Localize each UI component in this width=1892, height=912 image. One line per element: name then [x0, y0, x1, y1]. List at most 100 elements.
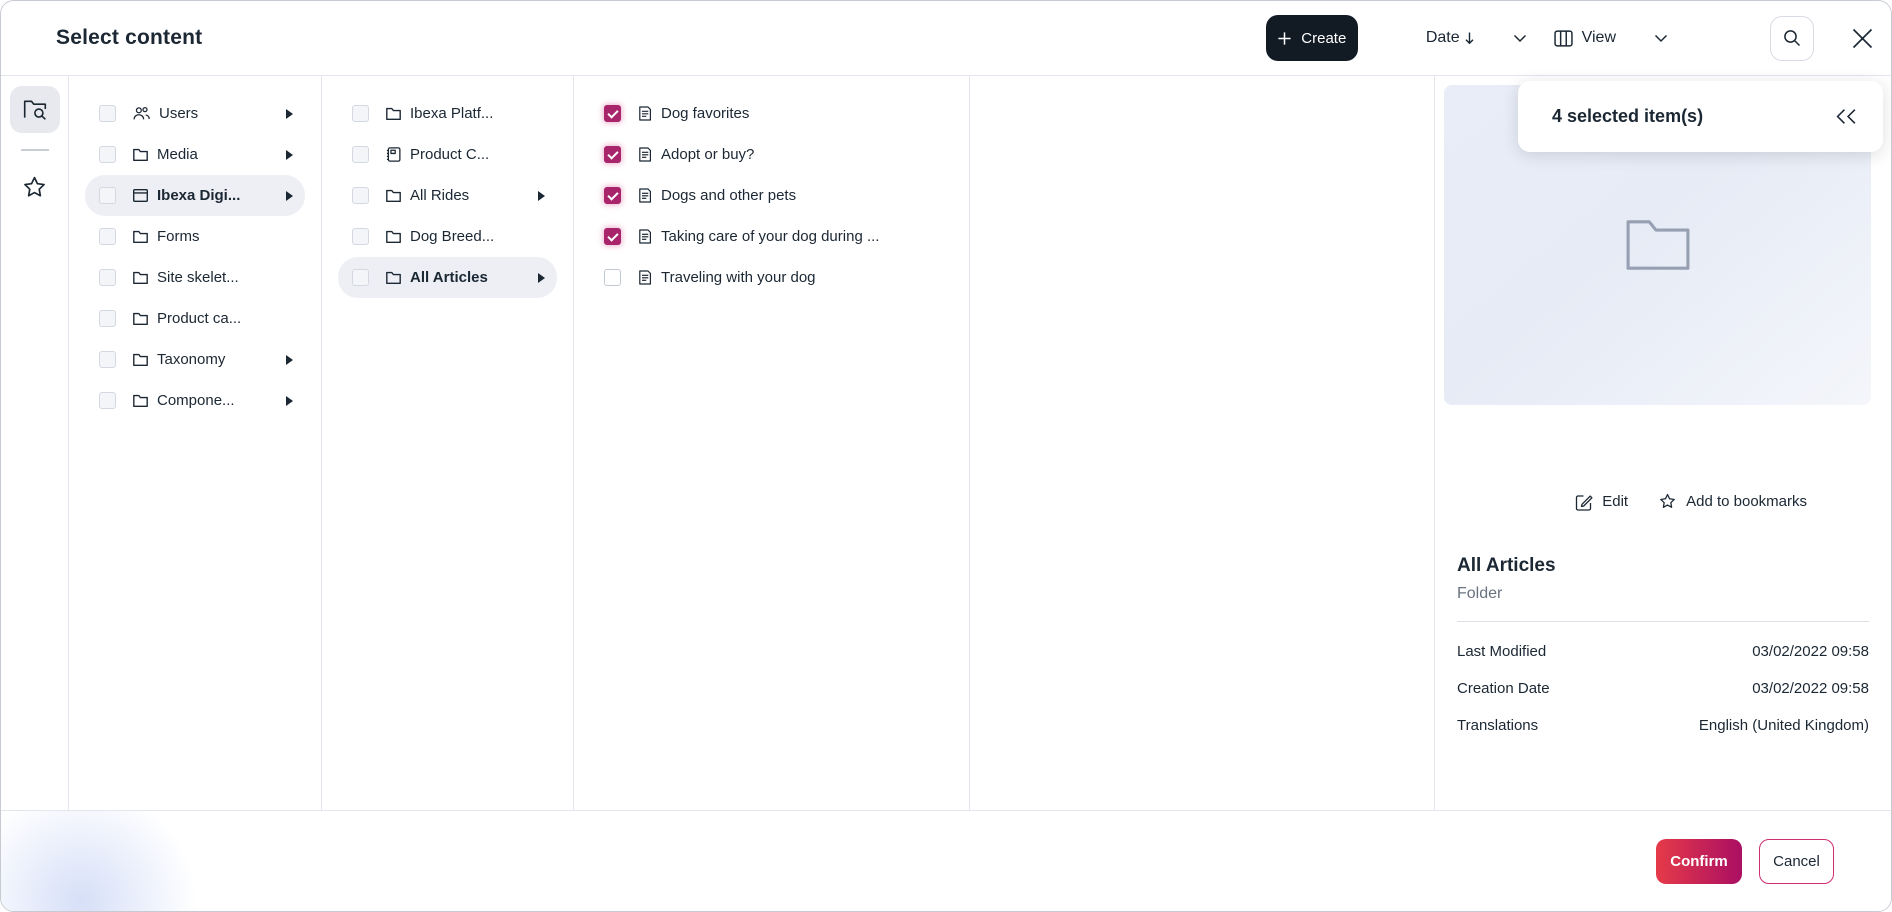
item-checkbox[interactable]	[99, 105, 116, 122]
metadata-row: Translations English (United Kingdom)	[1457, 707, 1869, 744]
list-item[interactable]: Users	[85, 93, 305, 134]
folder-icon	[132, 269, 149, 286]
users-icon	[132, 105, 151, 122]
item-checkbox[interactable]	[352, 146, 369, 163]
metadata-label: Last Modified	[1457, 643, 1547, 660]
expand-arrow-icon	[286, 108, 293, 119]
list-item[interactable]: Taxonomy	[85, 339, 305, 380]
list-item[interactable]: All Articles	[338, 257, 557, 298]
close-button[interactable]	[1843, 19, 1881, 57]
view-switcher-dropdown[interactable]: View	[1553, 29, 1668, 47]
modal-header: Select content Create Date	[1, 1, 1891, 76]
list-item-label: Dog favorites	[661, 105, 750, 122]
page-title: Select content	[56, 26, 203, 49]
item-checkbox[interactable]	[604, 228, 621, 245]
list-item-label: Dogs and other pets	[661, 187, 797, 204]
content-browser: Users Media Ibexa Digi... Forms Site ske…	[1, 76, 1891, 810]
item-checkbox[interactable]	[99, 392, 116, 409]
list-item[interactable]: Compone...	[85, 380, 305, 421]
list-item[interactable]: Dog favorites	[590, 93, 953, 134]
list-item-label: Taxonomy	[157, 351, 226, 368]
bookmarks-star-icon	[21, 174, 48, 201]
list-item-label: Compone...	[157, 392, 235, 409]
item-checkbox[interactable]	[604, 269, 621, 286]
list-item[interactable]: Ibexa Digi...	[85, 175, 305, 216]
chevron-down-icon	[1513, 34, 1527, 43]
create-button[interactable]: Create	[1265, 15, 1358, 61]
metadata-value: 03/02/2022 09:58	[1752, 680, 1869, 697]
item-checkbox[interactable]	[604, 146, 621, 163]
list-item[interactable]: Site skelet...	[85, 257, 305, 298]
list-item-label: Product C...	[410, 146, 490, 163]
item-checkbox[interactable]	[99, 187, 116, 204]
search-button[interactable]	[1770, 15, 1814, 61]
view-dropdown-label: View	[1581, 29, 1616, 46]
item-checkbox[interactable]	[99, 146, 116, 163]
chevron-down-icon	[1654, 34, 1668, 43]
item-type-label: Folder	[1457, 585, 1503, 602]
left-icon-rail	[1, 76, 69, 810]
list-item-label: Traveling with your dog	[661, 269, 816, 286]
item-checkbox[interactable]	[99, 228, 116, 245]
expand-arrow-icon	[286, 354, 293, 365]
item-checkbox[interactable]	[352, 228, 369, 245]
list-item[interactable]: Dog Breed...	[338, 216, 557, 257]
item-checkbox[interactable]	[99, 351, 116, 368]
item-checkbox[interactable]	[604, 187, 621, 204]
list-item[interactable]: Adopt or buy?	[590, 134, 953, 175]
metadata-label: Creation Date	[1457, 680, 1550, 697]
sort-dropdown[interactable]: Date	[1426, 29, 1527, 47]
article-icon	[637, 105, 653, 122]
item-checkbox[interactable]	[99, 310, 116, 327]
browser-column-1: Users Media Ibexa Digi... Forms Site ske…	[69, 76, 322, 810]
article-icon	[637, 269, 653, 286]
list-item[interactable]: Taking care of your dog during ...	[590, 216, 953, 257]
collapse-panel-button[interactable]	[1835, 108, 1858, 125]
item-metadata: Last Modified 03/02/2022 09:58 Creation …	[1457, 633, 1869, 744]
details-panel: 4 selected item(s) Edit	[1435, 76, 1891, 810]
metadata-value: 03/02/2022 09:58	[1752, 643, 1869, 660]
list-item[interactable]: Traveling with your dog	[590, 257, 953, 298]
item-checkbox[interactable]	[604, 105, 621, 122]
folder-icon	[132, 351, 149, 368]
edit-button-label: Edit	[1602, 493, 1629, 510]
expand-arrow-icon	[286, 395, 293, 406]
folder-icon	[385, 105, 402, 122]
folder-icon	[132, 228, 149, 245]
panel-divider	[1457, 621, 1869, 622]
bookmarks-tab[interactable]	[10, 164, 60, 211]
list-item-label: All Rides	[410, 187, 470, 204]
selected-count-label: 4 selected item(s)	[1552, 106, 1704, 126]
cancel-button[interactable]: Cancel	[1759, 838, 1834, 884]
folder-icon	[385, 269, 402, 286]
folder-icon	[132, 146, 149, 163]
catalog-icon	[385, 146, 402, 163]
expand-arrow-icon	[538, 272, 545, 283]
list-item-label: Forms	[157, 228, 200, 245]
item-checkbox[interactable]	[352, 187, 369, 204]
list-item[interactable]: Product ca...	[85, 298, 305, 339]
view-columns-icon	[1553, 29, 1573, 47]
list-item[interactable]: Product C...	[338, 134, 557, 175]
content-browse-tab[interactable]	[9, 86, 60, 133]
item-checkbox[interactable]	[352, 269, 369, 286]
metadata-row: Last Modified 03/02/2022 09:58	[1457, 633, 1869, 670]
browser-column-4	[970, 76, 1435, 810]
metadata-value: English (United Kingdom)	[1698, 717, 1869, 734]
create-button-label: Create	[1301, 29, 1347, 47]
confirm-button[interactable]: Confirm	[1656, 838, 1742, 884]
edit-button[interactable]: Edit	[1575, 493, 1628, 511]
item-checkbox[interactable]	[352, 105, 369, 122]
list-item[interactable]: Media	[85, 134, 305, 175]
sort-descending-icon	[1464, 31, 1475, 45]
edit-icon	[1575, 493, 1593, 511]
list-item[interactable]: All Rides	[338, 175, 557, 216]
content-browse-icon	[22, 98, 48, 122]
expand-arrow-icon	[286, 190, 293, 201]
item-checkbox[interactable]	[99, 269, 116, 286]
list-item[interactable]: Ibexa Platf...	[338, 93, 557, 134]
list-item[interactable]: Forms	[85, 216, 305, 257]
list-item[interactable]: Dogs and other pets	[590, 175, 953, 216]
add-to-bookmarks-button[interactable]: Add to bookmarks	[1658, 492, 1807, 511]
expand-arrow-icon	[286, 149, 293, 160]
